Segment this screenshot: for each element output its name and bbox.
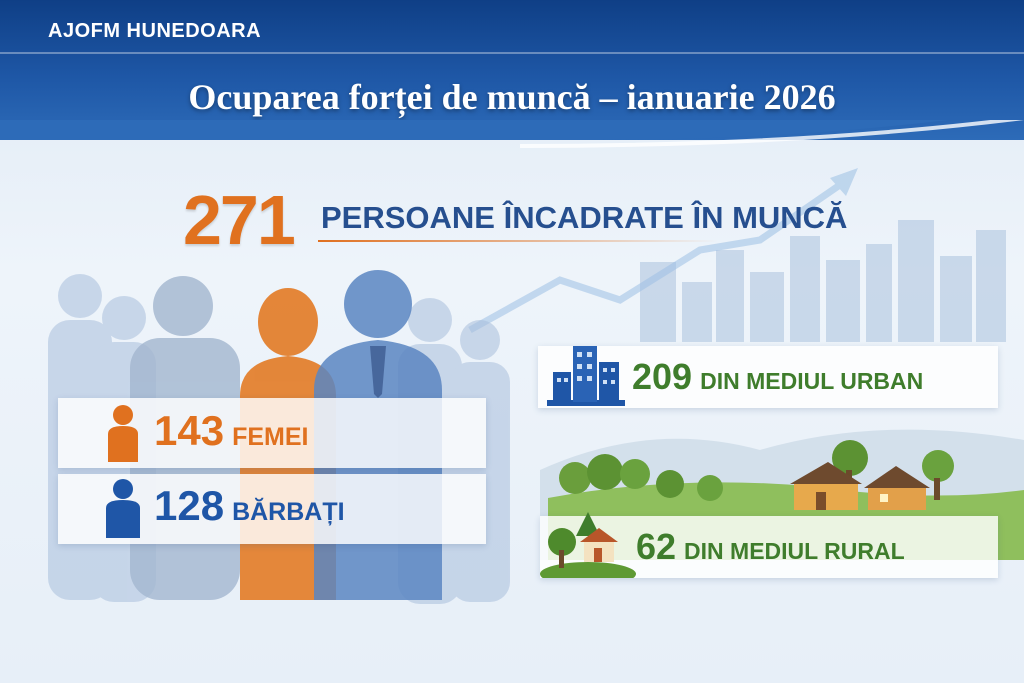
men-count: 128 (154, 482, 225, 529)
header-wave-decoration (0, 120, 1024, 148)
header-divider (0, 52, 1024, 54)
urban-stat: 209 DIN MEDIUL URBAN (632, 356, 923, 398)
total-underline (318, 240, 718, 242)
rural-label: DIN MEDIUL RURAL (684, 538, 905, 564)
city-skyline (640, 220, 1006, 342)
farm-house-large (790, 462, 862, 510)
growth-trend-arrow (468, 168, 858, 334)
woman-icon (108, 405, 138, 462)
women-stat: 143 FEMEI (154, 407, 308, 455)
women-count: 143 (154, 407, 225, 454)
women-label: FEMEI (232, 423, 309, 451)
rural-stat: 62 DIN MEDIUL RURAL (636, 526, 905, 568)
men-label: BĂRBAȚI (232, 498, 345, 526)
man-icon (106, 479, 140, 538)
farm-house-small (864, 466, 930, 510)
rural-house-icon (540, 512, 636, 578)
header-banner: AJOFM HUNEDOARA Ocuparea forței de muncă… (0, 0, 1024, 140)
rural-count: 62 (636, 526, 677, 567)
total-employed-label: PERSOANE ÎNCADRATE ÎN MUNCĂ (321, 200, 848, 235)
organization-name: AJOFM HUNEDOARA (48, 20, 262, 42)
urban-count: 209 (632, 356, 693, 397)
men-stat: 128 BĂRBAȚI (154, 482, 345, 530)
total-employed-count: 271 (183, 181, 296, 259)
city-buildings-icon (547, 346, 625, 406)
urban-label: DIN MEDIUL URBAN (700, 368, 924, 394)
page-title: Ocuparea forței de muncă – ianuarie 2026 (188, 77, 836, 117)
